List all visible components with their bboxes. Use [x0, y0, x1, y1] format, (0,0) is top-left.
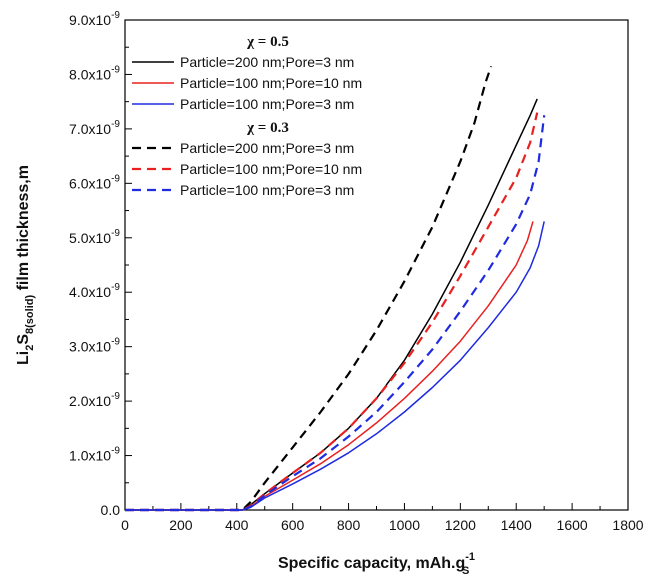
x-tick-label: 600 [281, 517, 305, 533]
legend-group-title: χ = 0.5 [246, 34, 289, 50]
series-line-2 [125, 221, 545, 511]
x-tick-label: 800 [337, 517, 361, 533]
legend-group-title: χ = 0.3 [246, 120, 289, 136]
legend-label: Particle=100 nm;Pore=10 nm [180, 75, 362, 91]
x-tick-label: 1600 [557, 517, 588, 533]
legend-label: Particle=200 nm;Pore=3 nm [180, 54, 354, 70]
plot-frame [124, 19, 629, 511]
legend-label: Particle=100 nm;Pore=3 nm [180, 182, 354, 198]
series-line-4 [125, 112, 539, 512]
y-tick-label: 2.0x10-9 [69, 391, 120, 409]
x-tick-label: 1000 [389, 517, 420, 533]
y-tick-label: 3.0x10-9 [69, 337, 120, 355]
x-tick-label: 1800 [612, 517, 643, 533]
y-tick-label: 7.0x10-9 [69, 119, 120, 137]
y-tick-label: 5.0x10-9 [69, 228, 120, 246]
y-tick-label: 1.0x10-9 [69, 446, 120, 464]
legend-label: Particle=200 nm;Pore=3 nm [180, 140, 354, 156]
legend-label: Particle=100 nm;Pore=3 nm [180, 96, 354, 112]
x-tick-label: 200 [169, 517, 193, 533]
series-line-3 [125, 65, 493, 512]
x-tick-label: 0 [121, 517, 129, 533]
series-line-1 [125, 221, 534, 511]
y-tick-label: 6.0x10-9 [69, 173, 120, 191]
x-tick-label: 400 [225, 517, 249, 533]
y-axis-title: Li2S8(solid) film thickness,m [15, 165, 36, 365]
series-line-5 [125, 115, 546, 512]
y-tick-label: 4.0x10-9 [69, 282, 120, 300]
y-tick-label: 8.0x10-9 [69, 64, 120, 82]
x-axis-title: Specific capacity, mAh.g-1 S [278, 551, 475, 577]
legend-label: Particle=100 nm;Pore=10 nm [180, 161, 362, 177]
x-tick-label: 1400 [501, 517, 532, 533]
y-tick-label: 0.0 [101, 502, 121, 518]
x-tick-label: 1200 [445, 517, 476, 533]
y-tick-label: 9.0x10-9 [69, 10, 120, 28]
